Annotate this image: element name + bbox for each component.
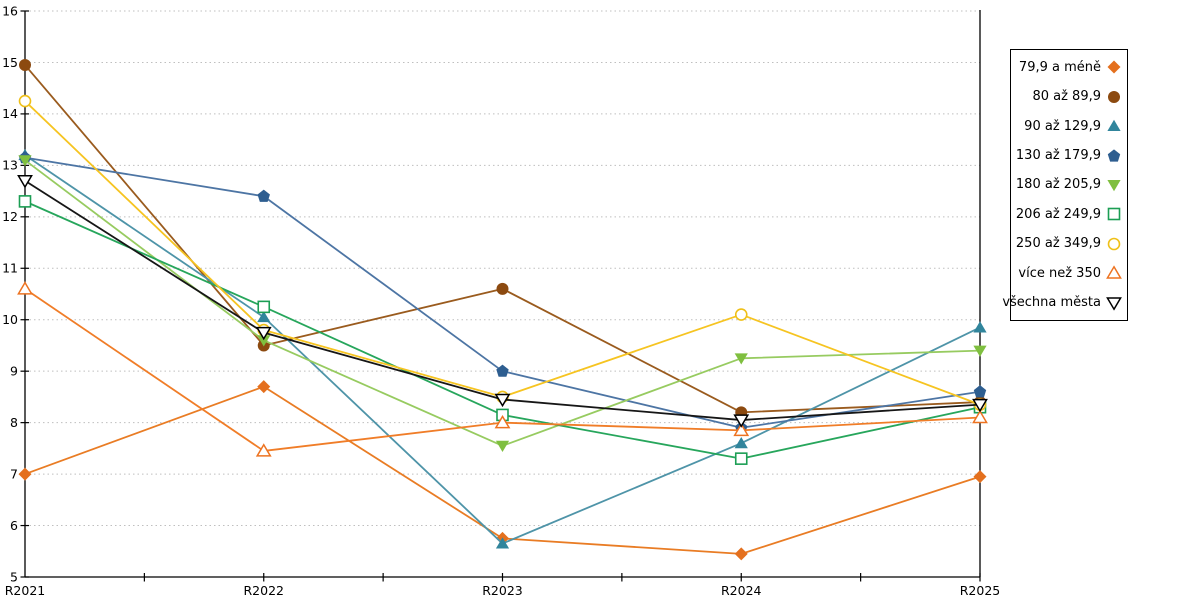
series-marker-circle-open-icon — [1107, 237, 1121, 251]
legend: 79,9 a méně 80 až 89,9 90 až 129,9 130 až 1… — [1002, 49, 1128, 321]
series-marker-diamond-icon — [1107, 60, 1121, 74]
y-tick-label: 10 — [2, 312, 18, 327]
series-marker-triangle-down-open-icon — [494, 393, 511, 408]
legend-marker — [1107, 148, 1121, 162]
series-marker-square-open-icon — [1107, 208, 1121, 221]
series-marker-circle-icon — [496, 282, 509, 295]
series-marker-triangle-icon — [495, 537, 510, 549]
legend-item-label: 90 až 129,9 — [1024, 118, 1101, 134]
legend-item: 206 až 249,9 — [1014, 200, 1122, 229]
series-marker-circle-icon — [1108, 90, 1120, 103]
series-marker-pentagon-icon — [973, 385, 987, 398]
series-marker-triangle-icon — [973, 321, 987, 333]
x-tick-label: R2022 — [244, 583, 285, 598]
legend-marker — [1106, 265, 1122, 279]
series-marker-triangle-open-icon — [1106, 265, 1122, 279]
legend-marker — [1107, 208, 1121, 221]
x-tick-label: R2025 — [960, 583, 1001, 598]
y-tick-label: 13 — [2, 158, 18, 173]
series-marker-pentagon-icon — [1107, 148, 1121, 162]
series-1 — [19, 59, 986, 419]
series-marker-circle-icon — [19, 59, 31, 72]
legend-item: více než 350 — [1014, 258, 1122, 287]
legend-item-label: 130 až 179,9 — [1015, 148, 1101, 164]
series-7 — [17, 281, 988, 457]
series-2 — [18, 148, 987, 549]
series-marker-diamond-icon — [18, 467, 32, 481]
series-marker-triangle-open-icon — [255, 443, 272, 457]
legend-marker — [1107, 120, 1121, 132]
legend-item: 79,9 a méně — [1014, 53, 1122, 82]
series-marker-triangle-down-open-icon — [1106, 296, 1122, 311]
series-marker-triangle-open-icon — [733, 422, 750, 437]
legend-item: 80 až 89,9 — [1014, 82, 1122, 111]
series-marker-triangle-down-open-icon — [733, 414, 750, 428]
legend-item: 130 až 179,9 — [1014, 141, 1122, 170]
legend-marker — [1108, 90, 1120, 103]
series-marker-triangle-down-icon — [1107, 179, 1121, 192]
y-tick-label: 11 — [2, 261, 18, 276]
series-marker-circle-open-icon — [734, 308, 748, 321]
legend-item-label: 79,9 a méně — [1018, 59, 1101, 75]
series-marker-square-open-icon — [734, 452, 748, 465]
x-tick-label: R2021 — [5, 583, 46, 598]
y-tick-label: 8 — [10, 415, 18, 430]
series-marker-square-open-icon — [18, 195, 32, 208]
series-marker-triangle-down-open-icon — [17, 175, 33, 189]
series-marker-triangle-down-icon — [973, 345, 987, 357]
legend-item: všechna města — [1002, 288, 1122, 317]
y-tick-label: 16 — [2, 3, 18, 18]
legend-item-label: 206 až 249,9 — [1015, 206, 1101, 222]
series-marker-diamond-icon — [257, 380, 271, 394]
series-marker-triangle-icon — [734, 437, 748, 449]
legend-marker — [1106, 296, 1122, 311]
series-marker-triangle-icon — [257, 310, 271, 323]
series-marker-circle-open-icon — [18, 94, 32, 108]
y-tick-label: 5 — [10, 569, 18, 584]
y-tick-label: 6 — [10, 518, 18, 533]
series-4 — [18, 155, 987, 452]
legend-item-label: 80 až 89,9 — [1032, 89, 1101, 105]
series-marker-pentagon-icon — [496, 364, 509, 377]
y-tick-label: 9 — [10, 363, 18, 378]
series-marker-triangle-down-icon — [734, 353, 748, 365]
series-marker-diamond-icon — [734, 547, 748, 561]
series-marker-square-open-icon — [257, 300, 271, 314]
legend-marker — [1107, 60, 1121, 74]
legend-marker — [1107, 237, 1121, 251]
series-marker-triangle-icon — [1107, 120, 1121, 132]
legend-item: 180 až 205,9 — [1014, 170, 1122, 199]
legend-item-label: více než 350 — [1018, 265, 1101, 281]
series-marker-pentagon-icon — [257, 189, 270, 202]
y-tick-label: 15 — [2, 55, 18, 70]
legend-item-label: všechna města — [1002, 295, 1101, 311]
series-marker-triangle-down-icon — [257, 335, 271, 347]
legend-item-label: 180 až 205,9 — [1015, 177, 1101, 193]
series-marker-triangle-down-open-icon — [255, 326, 272, 341]
y-tick-label: 12 — [2, 209, 18, 224]
series-marker-triangle-open-icon — [494, 414, 511, 429]
series-marker-triangle-down-icon — [495, 440, 510, 452]
series-marker-triangle-down-open-icon — [972, 398, 988, 413]
series-marker-triangle-open-icon — [972, 409, 988, 424]
series-marker-triangle-down-icon — [18, 155, 32, 167]
legend-marker — [1107, 179, 1121, 192]
series-line — [24, 154, 981, 545]
y-tick-label: 14 — [2, 106, 18, 121]
series-marker-triangle-open-icon — [17, 281, 33, 295]
x-tick-label: R2023 — [482, 583, 523, 598]
legend-item: 90 až 129,9 — [1014, 112, 1122, 141]
series-marker-diamond-icon — [973, 470, 987, 484]
series-8 — [17, 175, 988, 428]
y-tick-label: 7 — [10, 466, 18, 481]
legend-item: 250 až 349,9 — [1014, 229, 1122, 258]
series-6 — [18, 94, 987, 411]
x-tick-label: R2024 — [721, 583, 762, 598]
legend-item-label: 250 až 349,9 — [1015, 236, 1101, 252]
